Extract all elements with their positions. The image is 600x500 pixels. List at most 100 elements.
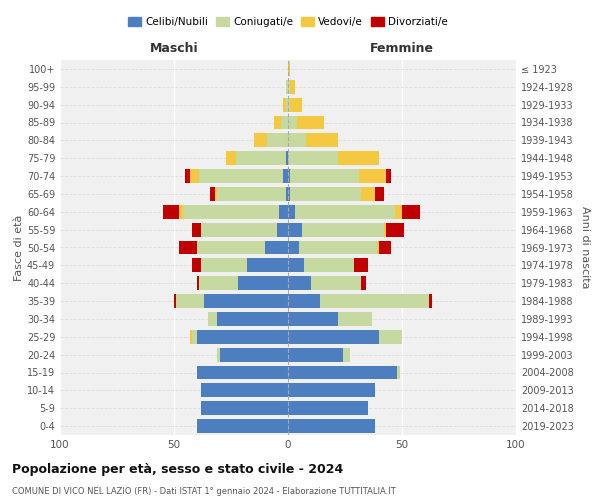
- Bar: [288, 330, 379, 344]
- Bar: [192, 222, 202, 236]
- Bar: [359, 169, 386, 183]
- Bar: [379, 240, 391, 254]
- Bar: [338, 151, 379, 165]
- Bar: [377, 240, 379, 254]
- Bar: [302, 222, 384, 236]
- Bar: [290, 80, 295, 94]
- Bar: [379, 330, 402, 344]
- Bar: [286, 151, 288, 165]
- Bar: [190, 169, 199, 183]
- Bar: [185, 169, 190, 183]
- Bar: [288, 151, 338, 165]
- Bar: [288, 240, 299, 254]
- Bar: [254, 134, 268, 147]
- Bar: [338, 312, 373, 326]
- Bar: [304, 258, 354, 272]
- Bar: [288, 312, 338, 326]
- Bar: [217, 312, 288, 326]
- Bar: [183, 205, 279, 219]
- Bar: [199, 276, 238, 290]
- Text: Femmine: Femmine: [370, 42, 434, 54]
- Bar: [217, 187, 286, 201]
- Bar: [290, 98, 302, 112]
- Bar: [288, 205, 295, 219]
- Bar: [202, 401, 288, 415]
- Bar: [163, 205, 179, 219]
- Bar: [274, 116, 281, 130]
- Bar: [197, 240, 265, 254]
- Bar: [290, 187, 361, 201]
- Bar: [288, 276, 311, 290]
- Bar: [192, 330, 197, 344]
- Bar: [288, 348, 343, 362]
- Bar: [288, 258, 304, 272]
- Bar: [202, 384, 288, 398]
- Bar: [402, 205, 420, 219]
- Bar: [179, 205, 183, 219]
- Bar: [343, 348, 350, 362]
- Bar: [199, 169, 283, 183]
- Bar: [197, 419, 288, 433]
- Bar: [197, 276, 199, 290]
- Legend: Celibi/Nubili, Coniugati/e, Vedovi/e, Divorziati/e: Celibi/Nubili, Coniugati/e, Vedovi/e, Di…: [124, 12, 452, 32]
- Bar: [202, 222, 277, 236]
- Bar: [226, 151, 236, 165]
- Bar: [197, 366, 288, 380]
- Bar: [297, 116, 325, 130]
- Bar: [288, 98, 290, 112]
- Bar: [386, 169, 391, 183]
- Bar: [395, 205, 402, 219]
- Bar: [265, 240, 288, 254]
- Bar: [295, 205, 395, 219]
- Y-axis label: Fasce di età: Fasce di età: [14, 214, 24, 280]
- Bar: [430, 294, 431, 308]
- Bar: [238, 276, 288, 290]
- Y-axis label: Anni di nascita: Anni di nascita: [580, 206, 590, 289]
- Bar: [283, 98, 286, 112]
- Bar: [288, 187, 290, 201]
- Bar: [174, 294, 176, 308]
- Bar: [277, 222, 288, 236]
- Bar: [374, 187, 384, 201]
- Bar: [208, 312, 217, 326]
- Bar: [397, 366, 400, 380]
- Bar: [386, 222, 404, 236]
- Bar: [286, 98, 288, 112]
- Bar: [236, 151, 286, 165]
- Bar: [288, 80, 290, 94]
- Bar: [268, 134, 288, 147]
- Bar: [286, 80, 288, 94]
- Text: Popolazione per età, sesso e stato civile - 2024: Popolazione per età, sesso e stato civil…: [12, 462, 343, 475]
- Bar: [279, 205, 288, 219]
- Bar: [176, 294, 203, 308]
- Bar: [288, 401, 368, 415]
- Bar: [290, 169, 359, 183]
- Bar: [361, 187, 374, 201]
- Bar: [288, 384, 374, 398]
- Bar: [179, 240, 197, 254]
- Bar: [288, 116, 297, 130]
- Text: Maschi: Maschi: [149, 42, 199, 54]
- Bar: [217, 348, 220, 362]
- Bar: [197, 330, 288, 344]
- Bar: [192, 258, 202, 272]
- Bar: [384, 222, 386, 236]
- Bar: [215, 187, 217, 201]
- Text: COMUNE DI VICO NEL LAZIO (FR) - Dati ISTAT 1° gennaio 2024 - Elaborazione TUTTIT: COMUNE DI VICO NEL LAZIO (FR) - Dati IST…: [12, 488, 396, 496]
- Bar: [283, 169, 288, 183]
- Bar: [203, 294, 288, 308]
- Bar: [354, 258, 368, 272]
- Bar: [288, 134, 306, 147]
- Bar: [281, 116, 288, 130]
- Bar: [311, 276, 361, 290]
- Bar: [288, 294, 320, 308]
- Bar: [286, 187, 288, 201]
- Bar: [211, 187, 215, 201]
- Bar: [306, 134, 338, 147]
- Bar: [288, 62, 290, 76]
- Bar: [288, 366, 397, 380]
- Bar: [361, 276, 365, 290]
- Bar: [288, 222, 302, 236]
- Bar: [247, 258, 288, 272]
- Bar: [320, 294, 430, 308]
